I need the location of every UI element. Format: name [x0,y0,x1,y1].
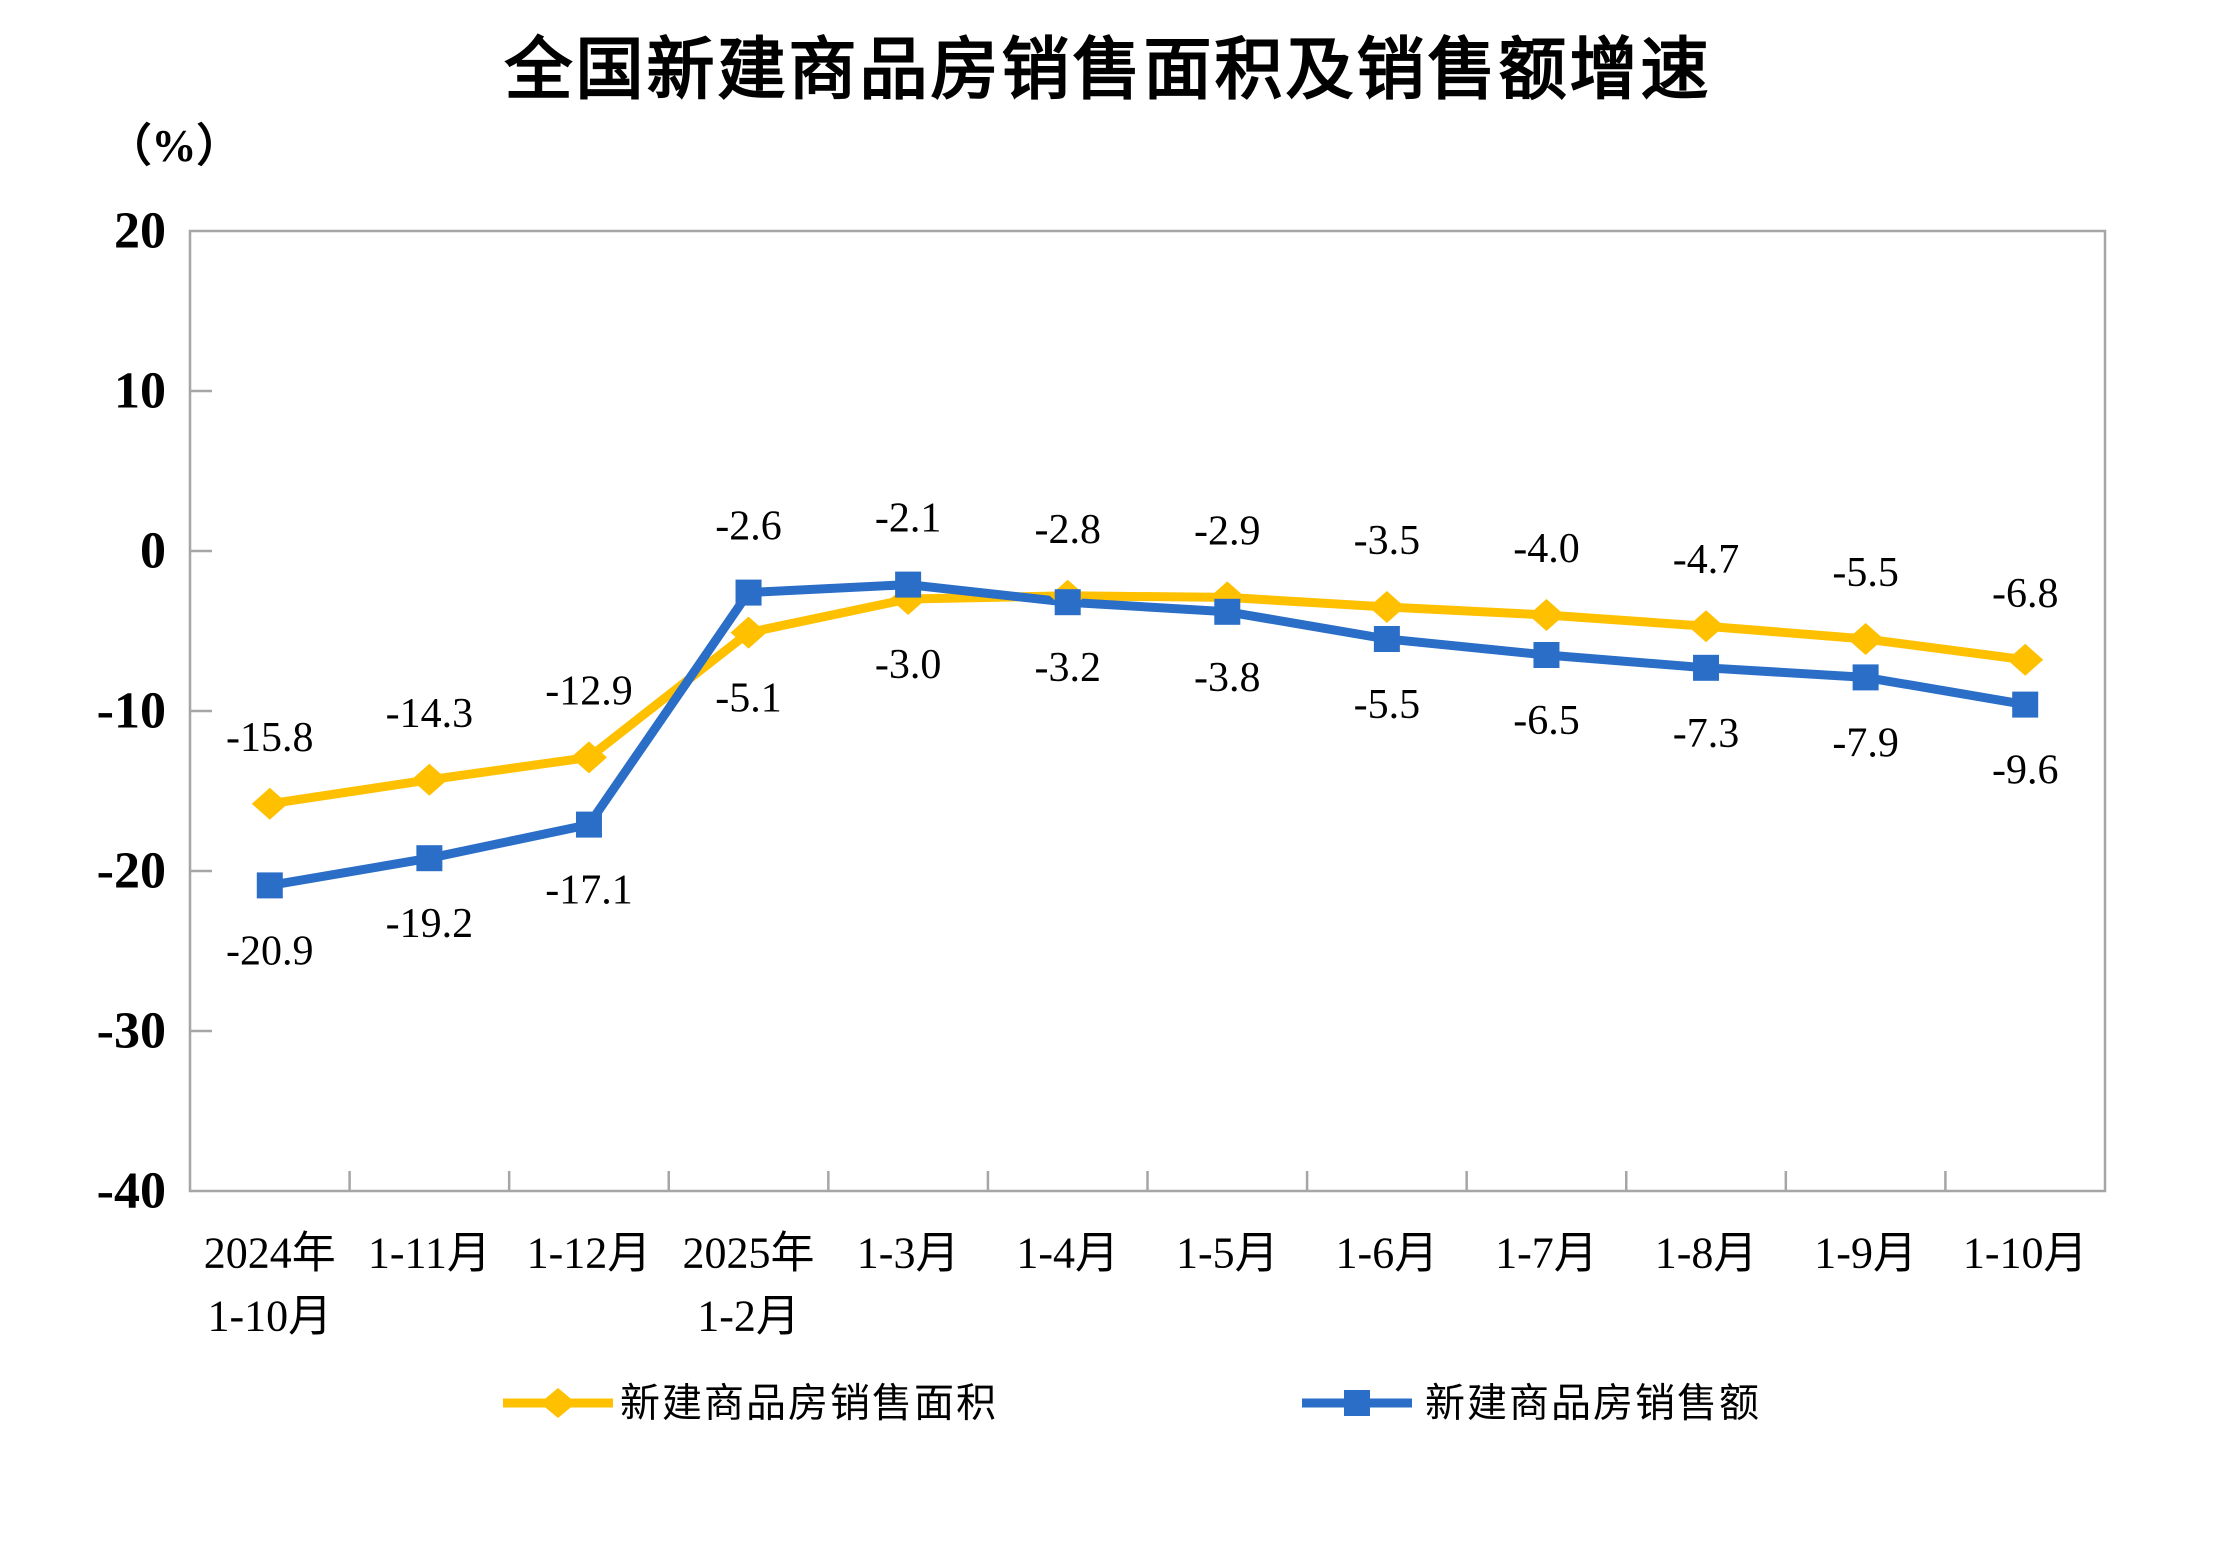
series-0-data-label: -6.8 [1992,571,2059,617]
series-1-data-label: -19.2 [386,901,474,947]
x-axis-label: 1-9月 [1814,1229,1917,1278]
series-0-data-label: -14.3 [386,691,474,737]
x-axis-label: 1-10月 [207,1292,332,1341]
y-axis-tick-label: -30 [97,1003,166,1060]
series-1-data-label: -7.3 [1673,711,1740,757]
series-1-marker [1852,664,1879,691]
series-0-data-label: -4.7 [1673,537,1740,583]
series-1-marker [1693,654,1720,681]
plot-border [188,229,2107,1193]
series-0-marker [1688,610,1725,643]
chart-title: 全国新建商品房销售面积及销售额增速 [504,32,1712,108]
series-0-data-label: -3.5 [1354,518,1421,564]
x-axis-label: 1-11月 [368,1229,491,1278]
series-1-marker [1533,642,1560,668]
series-0-data-label: -3.0 [875,642,942,688]
series-1-data-label: -6.5 [1513,698,1580,744]
x-axis-label: 2025年 [683,1229,815,1278]
y-axis-tick-label: -20 [97,843,166,900]
series-0-marker [570,741,607,774]
legend-label-1: 新建商品房销售额 [1425,1381,1761,1426]
series-1-marker [1373,626,1400,652]
x-axis-label: 1-2月 [697,1292,800,1341]
x-axis-label: 1-6月 [1336,1229,1439,1278]
series-1-data-label: -17.1 [545,868,633,914]
series-1-data-label: -9.6 [1992,748,2059,794]
series-1-marker [2012,691,2039,718]
series-0-data-label: -4.0 [1513,526,1580,572]
series-1-data-label: -2.1 [875,496,942,542]
x-axis-label: 1-12月 [527,1229,652,1278]
series-line-1 [265,580,2030,890]
series-1-marker [1214,598,1241,625]
series-0-data-label: -5.1 [715,676,782,722]
series-0-marker [730,616,767,649]
series-0-data-label: -15.8 [226,715,314,761]
series-0-data-label: -2.9 [1194,508,1261,554]
y-axis-tick-label: 20 [114,203,166,260]
series-1-data-label: -3.8 [1194,655,1261,701]
series-0-data-label: -5.5 [1832,550,1899,596]
series-1-data-label: -2.6 [715,504,782,550]
x-axis-label: 1-7月 [1495,1229,1598,1278]
series-1-marker [895,571,922,598]
y-axis-tick-label: 10 [114,363,166,420]
series-1-data-label: -3.2 [1034,645,1101,691]
series-1-data-label: -5.5 [1354,682,1421,728]
series-1-marker [256,872,283,899]
series-1-data-label: -7.9 [1832,720,1899,766]
series-1-data-label: -20.9 [226,928,314,974]
y-axis-unit-label: （%） [106,121,242,171]
x-axis-label: 1-5月 [1176,1229,1279,1278]
series-1-marker [416,845,443,872]
x-axis-label: 1-8月 [1655,1229,1758,1278]
x-axis-label: 1-10月 [1963,1229,2088,1278]
legend-marker-0 [540,1388,576,1418]
series-1-marker [1054,589,1081,616]
x-axis-label: 1-4月 [1016,1229,1119,1278]
x-axis-label: 1-3月 [857,1229,960,1278]
legend-label-0: 新建商品房销售面积 [620,1381,998,1426]
series-0-data-label: -2.8 [1034,507,1101,553]
series-0-marker [411,763,448,796]
y-axis-tick-label: -40 [97,1163,166,1220]
series-0-marker [2007,643,2044,676]
x-axis-label: 2024年 [204,1229,336,1278]
series-1-marker [575,811,602,838]
y-axis-tick-label: -10 [97,683,166,740]
legend-marker-1 [1344,1390,1370,1416]
series-0-marker [1847,623,1884,655]
series-line-0 [265,591,2030,809]
y-axis-tick-label: 0 [140,523,166,580]
series-1-marker [735,579,762,606]
series-0-marker [1528,599,1565,631]
series-0-marker [1368,591,1405,623]
series-0-marker [251,787,288,820]
series-0-data-label: -12.9 [545,668,633,714]
